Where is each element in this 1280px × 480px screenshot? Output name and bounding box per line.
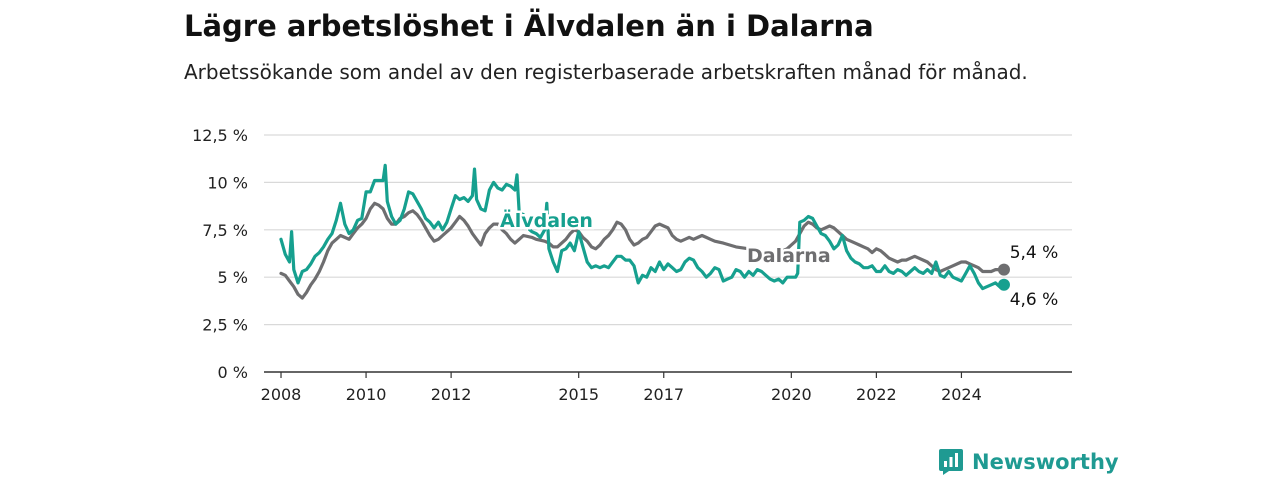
x-tick-label: 2024 <box>941 385 982 404</box>
y-tick-label: 5 % <box>218 268 248 287</box>
series-lines <box>279 163 1010 300</box>
series-label-dalarna: Dalarna <box>747 245 831 267</box>
y-tick-label: 12,5 % <box>192 126 248 145</box>
x-tick-label: 2015 <box>558 385 599 404</box>
x-tick-label: 2017 <box>643 385 684 404</box>
newsworthy-logo-icon <box>939 449 963 475</box>
brand-logo: Newsworthy <box>938 448 1119 476</box>
series-line-alvdalen <box>279 163 1006 291</box>
chart-title: Lägre arbetslöshet i Älvdalen än i Dalar… <box>184 9 874 43</box>
series-label-alvdalen: Älvdalen <box>500 208 593 232</box>
y-tick-label: 0 % <box>218 363 248 382</box>
x-tick-label: 2020 <box>771 385 812 404</box>
x-tick-label: 2010 <box>346 385 387 404</box>
brand-name: Newsworthy <box>972 450 1119 474</box>
end-label-dalarna: 5,4 % <box>1010 243 1059 263</box>
x-tick-label: 2008 <box>261 385 302 404</box>
y-tick-label: 10 % <box>207 173 248 192</box>
series-labels: Älvdalen Dalarna 5,4 % 4,6 % <box>498 206 1059 311</box>
series-line-dalarna <box>279 201 1006 300</box>
x-tick-label: 2012 <box>431 385 472 404</box>
end-point-dalarna <box>997 263 1010 276</box>
y-tick-label: 7,5 % <box>202 221 248 240</box>
y-axis-ticks: 0 % 2,5 % 5 % 7,5 % 10 % 12,5 % <box>192 126 248 382</box>
y-tick-label: 2,5 % <box>202 316 248 335</box>
end-label-alvdalen: 4,6 % <box>1010 290 1059 310</box>
x-axis-ticks: 2008 2010 2012 2015 2017 2020 2022 2024 <box>261 372 982 404</box>
x-tick-label: 2022 <box>856 385 897 404</box>
chart-subtitle: Arbetssökande som andel av den registerb… <box>184 60 1028 84</box>
end-point-alvdalen <box>997 278 1010 291</box>
